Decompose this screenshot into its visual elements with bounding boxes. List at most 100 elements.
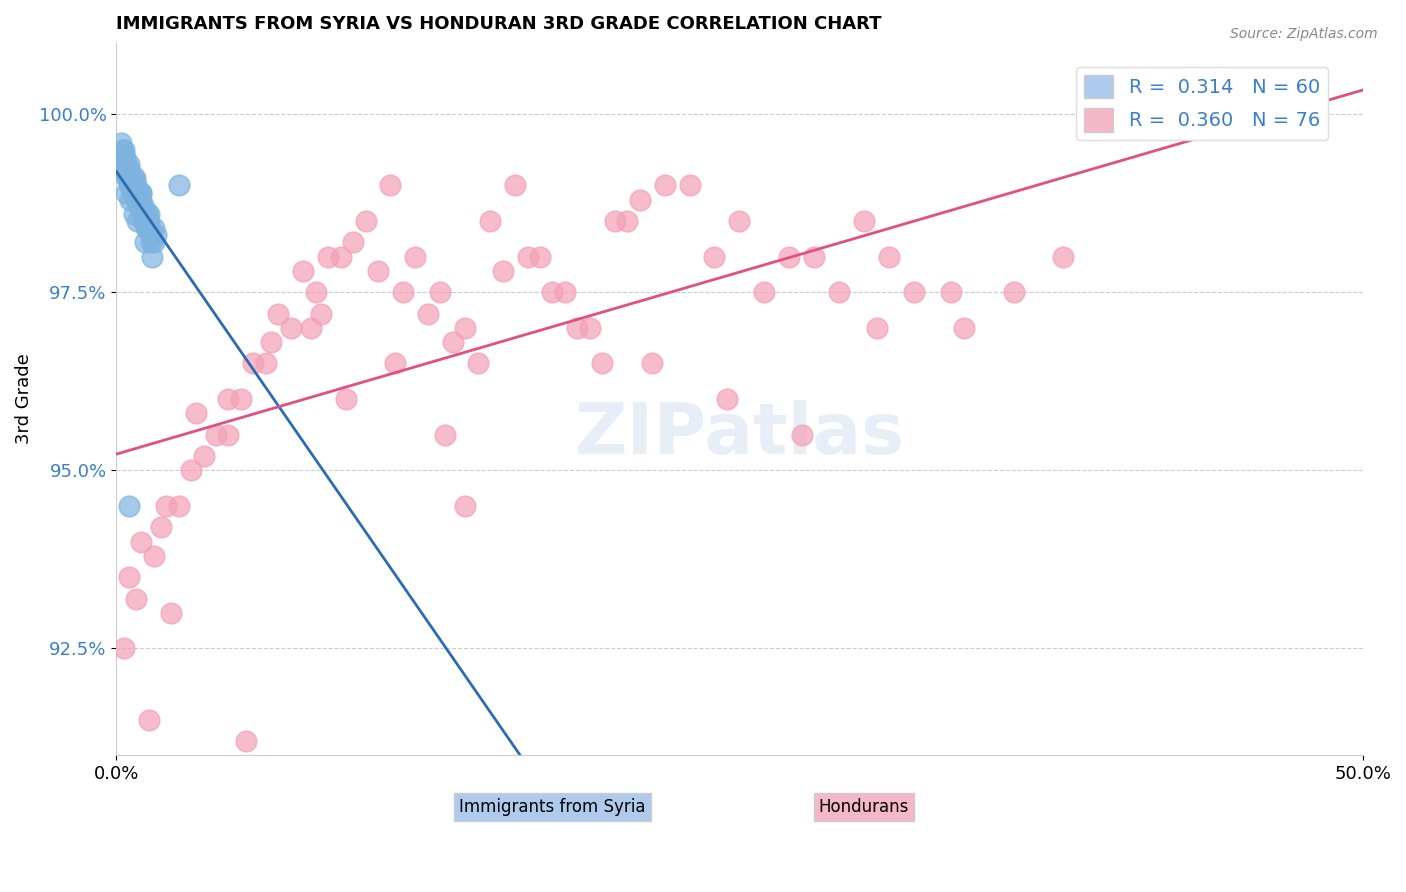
Point [129, 193, 152, 207]
Point [728, 214, 751, 228]
Point [1052, 250, 1074, 264]
Point [115, 157, 138, 171]
Point [114, 164, 136, 178]
Point [678, 178, 700, 193]
Point [305, 285, 328, 300]
Point [141, 250, 163, 264]
Point [877, 250, 900, 264]
Point [865, 321, 887, 335]
Point [554, 285, 576, 300]
Point [132, 214, 155, 228]
Point [138, 207, 160, 221]
Point [129, 186, 152, 200]
Point [112, 164, 135, 178]
Point [229, 392, 252, 406]
Point [135, 221, 157, 235]
Text: IMMIGRANTS FROM SYRIA VS HONDURAN 3RD GRADE CORRELATION CHART: IMMIGRANTS FROM SYRIA VS HONDURAN 3RD GR… [117, 15, 882, 33]
Point [122, 171, 145, 186]
Point [1002, 285, 1025, 300]
Point [125, 178, 148, 193]
Point [235, 734, 257, 748]
Point [716, 392, 738, 406]
Point [454, 321, 477, 335]
Point [111, 150, 134, 164]
Point [142, 235, 165, 250]
Point [124, 186, 146, 200]
Point [117, 171, 139, 186]
Point [138, 713, 160, 727]
Point [120, 171, 142, 186]
Point [112, 143, 135, 157]
Point [167, 499, 190, 513]
Point [803, 250, 825, 264]
Point [129, 534, 152, 549]
Point [155, 499, 177, 513]
Point [136, 221, 159, 235]
Point [703, 250, 725, 264]
Point [118, 157, 141, 171]
Point [242, 357, 264, 371]
Point [790, 427, 813, 442]
Point [150, 520, 173, 534]
Text: Immigrants from Syria: Immigrants from Syria [460, 798, 645, 816]
Point [125, 193, 148, 207]
Point [115, 186, 138, 200]
Point [217, 392, 239, 406]
Point [117, 171, 139, 186]
Point [115, 157, 138, 171]
Point [135, 207, 157, 221]
Point [392, 285, 415, 300]
Point [616, 214, 638, 228]
Point [541, 285, 564, 300]
Point [121, 178, 143, 193]
Point [434, 427, 457, 442]
Point [180, 463, 202, 477]
Point [404, 250, 426, 264]
Point [299, 321, 322, 335]
Point [941, 285, 963, 300]
Point [853, 214, 876, 228]
Point [952, 321, 974, 335]
Point [205, 427, 228, 442]
Point [441, 335, 464, 350]
Point [138, 214, 160, 228]
Point [120, 178, 142, 193]
Point [141, 235, 163, 250]
Point [342, 235, 364, 250]
Point [641, 357, 664, 371]
Point [118, 178, 141, 193]
Point [491, 264, 513, 278]
Point [903, 285, 925, 300]
Point [329, 250, 352, 264]
Point [260, 335, 283, 350]
Point [142, 221, 165, 235]
Text: Source: ZipAtlas.com: Source: ZipAtlas.com [1230, 27, 1378, 41]
Point [160, 606, 183, 620]
Point [628, 193, 651, 207]
Point [529, 250, 551, 264]
Point [118, 193, 141, 207]
Legend: R =  0.314   N = 60, R =  0.360   N = 76: R = 0.314 N = 60, R = 0.360 N = 76 [1077, 67, 1327, 139]
Point [429, 285, 451, 300]
Point [129, 186, 152, 200]
Point [132, 214, 155, 228]
Point [122, 178, 145, 193]
Point [354, 214, 377, 228]
Point [125, 591, 148, 606]
Point [112, 641, 135, 656]
Point [121, 186, 143, 200]
Point [132, 200, 155, 214]
Point [142, 549, 165, 563]
Point [384, 357, 406, 371]
Point [114, 150, 136, 164]
Point [516, 250, 538, 264]
Point [128, 186, 150, 200]
Point [603, 214, 626, 228]
Point [267, 307, 290, 321]
Point [118, 164, 141, 178]
Point [367, 264, 389, 278]
Point [579, 321, 602, 335]
Point [135, 214, 157, 228]
Point [193, 449, 215, 463]
Point [110, 136, 132, 150]
